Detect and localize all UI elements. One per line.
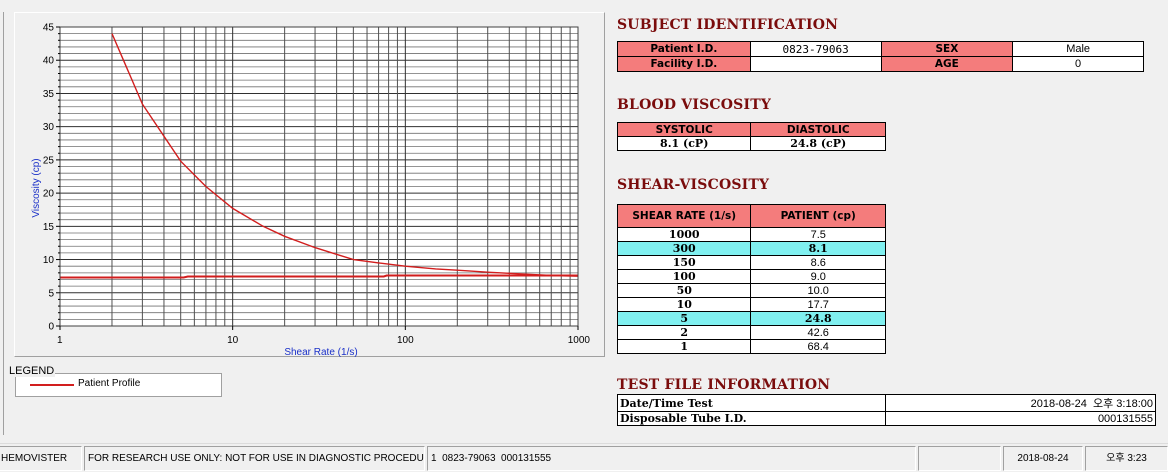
shear-row: 50 10.0 [616,283,886,298]
x-tick-label: 1 [57,335,63,346]
sex-value: Male [1012,41,1144,57]
patient-value-cell: 8.1 [750,241,886,256]
table-header-row: SHEAR RATE (1/s) PATIENT (cp) [616,204,886,228]
table-row: SYSTOLIC DIASTOLIC [616,122,886,137]
patient-value-cell: 7.5 [750,227,886,242]
y-axis-label: Viscosity (cp) [31,158,42,217]
status-app-name: HEMOVISTER [0,446,82,471]
y-tick-label: 35 [43,89,55,100]
patient-header: PATIENT (cp) [750,204,886,228]
shear-rate-cell: 150 [616,255,752,270]
diastolic-value: 24.8 (cP) [750,136,886,151]
x-axis-label: Shear Rate (1/s) [284,347,357,357]
test-file-information-title: TEST FILE INFORMATION [617,377,831,393]
shear-rate-cell: 5 [616,311,752,326]
patient-value-cell: 9.0 [750,269,886,284]
legend-title: LEGEND [8,365,56,377]
table-row: 8.1 (cP) 24.8 (cP) [616,136,886,151]
legend-box: Patient Profile [15,373,222,397]
shear-row: 300 8.1 [616,241,886,256]
y-tick-label: 25 [43,155,55,166]
left-divider [3,12,4,435]
legend-swatch-patient-profile [30,384,74,386]
shear-rate-cell: 1000 [616,227,752,242]
patient-value-cell: 10.0 [750,283,886,298]
subject-table: Patient I.D. 0823-79063 SEX Male Facilit… [617,41,1144,72]
status-notice: FOR RESEARCH USE ONLY: NOT FOR USE IN DI… [84,446,425,471]
date-time-value: 2018-08-24 오후 3:18:00 [885,394,1156,412]
table-row: Facility I.D. AGE 0 [617,56,1144,72]
age-value: 0 [1012,56,1144,72]
shear-viscosity-title: SHEAR-VISCOSITY [617,177,770,193]
shear-rate-header: SHEAR RATE (1/s) [616,204,752,228]
systolic-value: 8.1 (cP) [616,136,752,151]
chart-panel [14,12,605,357]
table-row: Disposable Tube I.D. 000131555 [616,411,1156,426]
series-layer [60,33,579,279]
shear-viscosity-rows: 1000 7.5 300 8.1 150 8.6 100 9.0 50 10.0 10 17.7 5 24… [616,227,886,354]
patient-value-cell: 24.8 [750,311,886,326]
x-tick-label: 1000 [568,335,591,346]
status-empty-cell [918,446,1001,471]
tube-id-label: Disposable Tube I.D. [616,411,887,426]
tick-layer: 0 5 10 15 20 25 30 35 40 45 1 10 100 1000 [43,23,591,347]
test-file-table: Date/Time Test 2018-08-24 오후 3:18:00 Dis… [616,394,1156,426]
y-tick-label: 20 [43,189,55,200]
tube-id-value: 000131555 [885,411,1156,426]
shear-rate-cell: 1 [616,339,752,354]
status-date: 2018-08-24 [1003,446,1083,471]
shear-rate-cell: 50 [616,283,752,298]
shear-rate-cell: 100 [616,269,752,284]
patient-value-cell: 68.4 [750,339,886,354]
series-line-patient-profile [111,33,579,277]
patient-value-cell: 42.6 [750,325,886,340]
patient-id-value: 0823-79063 [749,41,882,57]
systolic-label: SYSTOLIC [616,122,752,137]
plot-area [60,27,578,326]
shear-row: 100 9.0 [616,269,886,284]
y-tick-label: 30 [43,122,55,133]
subject-identification-title: SUBJECT IDENTIFICATION [617,17,839,33]
shear-row: 5 24.8 [616,311,886,326]
plot-border [59,26,579,327]
blood-viscosity-title: BLOOD VISCOSITY [617,97,772,113]
table-row: Patient I.D. 0823-79063 SEX Male [617,41,1144,57]
blood-viscosity-table: SYSTOLIC DIASTOLIC 8.1 (cP) 24.8 (cP) [616,122,886,151]
status-bar: HEMOVISTER FOR RESEARCH USE ONLY: NOT FO… [0,443,1168,472]
series-line-baseline [60,274,578,279]
x-tick-label: 100 [397,335,414,346]
sex-label: SEX [880,41,1014,57]
shear-rate-cell: 10 [616,297,752,312]
y-tick-label: 40 [43,56,55,67]
y-tick-label: 15 [43,222,55,233]
shear-row: 1 68.4 [616,339,886,354]
table-row: Date/Time Test 2018-08-24 오후 3:18:00 [616,394,1156,412]
y-tick-label: 10 [43,255,55,266]
viscosity-chart: 0 5 10 15 20 25 30 35 40 45 1 10 100 1000 Shear Rate … [31,23,591,358]
status-time: 오후 3:23 [1085,446,1168,471]
patient-id-label: Patient I.D. [617,41,751,57]
diastolic-label: DIASTOLIC [750,122,886,137]
shear-row: 2 42.6 [616,325,886,340]
shear-row: 1000 7.5 [616,227,886,242]
facility-id-value [749,56,882,72]
shear-row: 150 8.6 [616,255,886,270]
patient-value-cell: 8.6 [750,255,886,270]
patient-value-cell: 17.7 [750,297,886,312]
facility-id-label: Facility I.D. [617,56,751,72]
y-tick-label: 45 [43,23,55,34]
legend-label-patient-profile: Patient Profile [78,378,141,389]
shear-viscosity-table: SHEAR RATE (1/s) PATIENT (cp) 1000 7.5 300… [616,204,886,354]
status-record-info: 1 0823-79063 000131555 [427,446,916,471]
y-tick-label: 5 [48,288,54,299]
date-time-label: Date/Time Test [616,394,887,412]
shear-rate-cell: 300 [616,241,752,256]
y-tick-label: 0 [48,322,54,333]
shear-row: 10 17.7 [616,297,886,312]
shear-rate-cell: 2 [616,325,752,340]
x-tick-label: 10 [227,335,239,346]
age-label: AGE [880,56,1014,72]
